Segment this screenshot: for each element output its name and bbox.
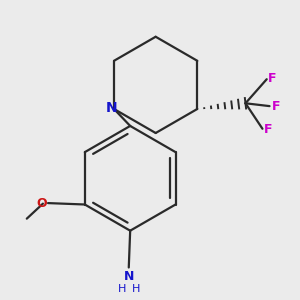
Text: F: F	[264, 123, 272, 136]
Text: F: F	[272, 100, 280, 112]
Text: O: O	[37, 196, 47, 210]
Text: F: F	[268, 72, 277, 85]
Text: H: H	[118, 284, 126, 294]
Text: N: N	[106, 101, 118, 116]
Text: H: H	[132, 284, 140, 294]
Text: N: N	[124, 270, 134, 283]
